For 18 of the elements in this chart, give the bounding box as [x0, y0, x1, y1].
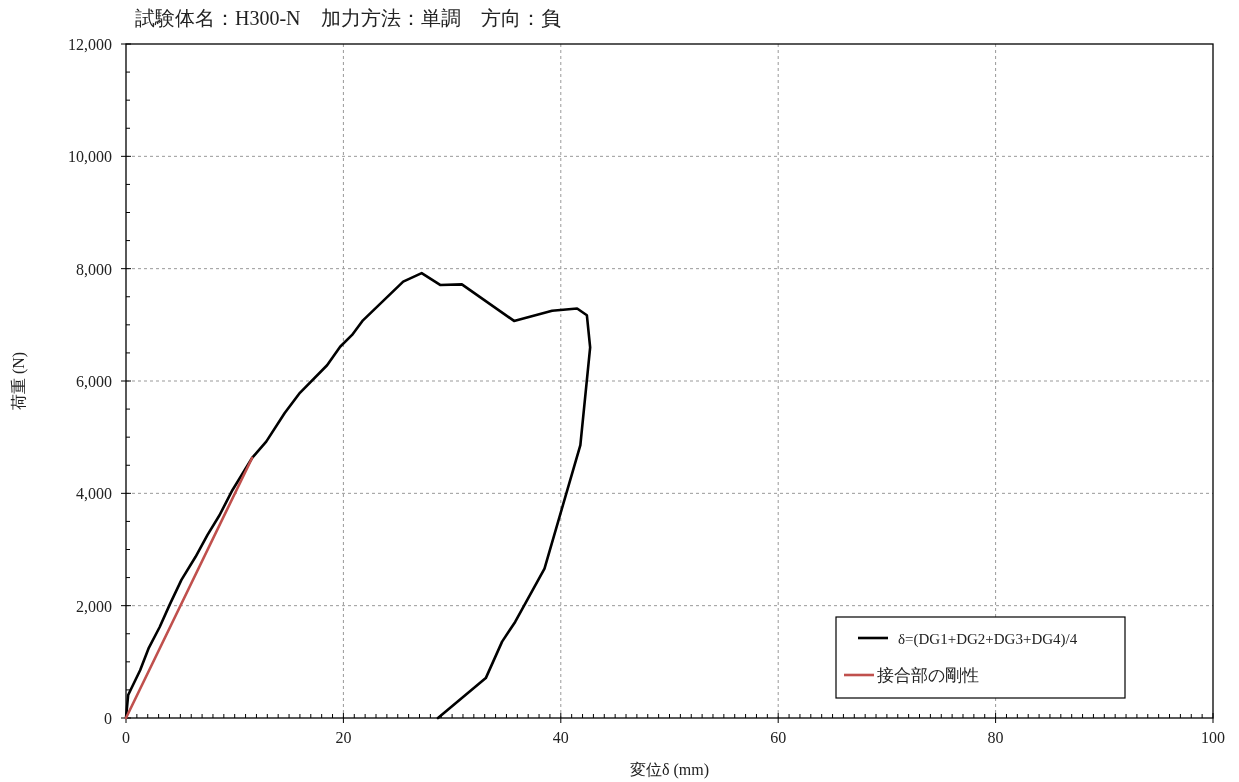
x-tick-label: 40: [552, 729, 569, 746]
legend-label: 接合部の剛性: [877, 666, 979, 685]
x-tick-label: 80: [987, 729, 1004, 746]
y-tick-label: 2,000: [76, 597, 112, 615]
chart-title: 試験体名：H300-N 加力方法：単調 方向：負: [135, 7, 561, 29]
y-axis-title: 荷重 (N): [10, 351, 28, 411]
y-tick-label: 6,000: [76, 373, 112, 390]
y-tick-label: 4,000: [76, 485, 112, 503]
y-tick-label: 8,000: [76, 260, 112, 278]
legend-label: δ=(DG1+DG2+DG3+DG4)/4: [898, 631, 1078, 648]
x-axis-title: 変位δ (mm): [629, 761, 710, 779]
y-tick-label: 0: [104, 710, 112, 727]
x-tick-label: 60: [770, 729, 787, 746]
y-tick-label: 10,000: [68, 148, 112, 166]
x-tick-label: 100: [1201, 729, 1225, 746]
x-tick-label: 0: [122, 729, 130, 746]
y-tick-label: 12,000: [68, 36, 112, 53]
x-tick-label: 20: [335, 729, 352, 746]
